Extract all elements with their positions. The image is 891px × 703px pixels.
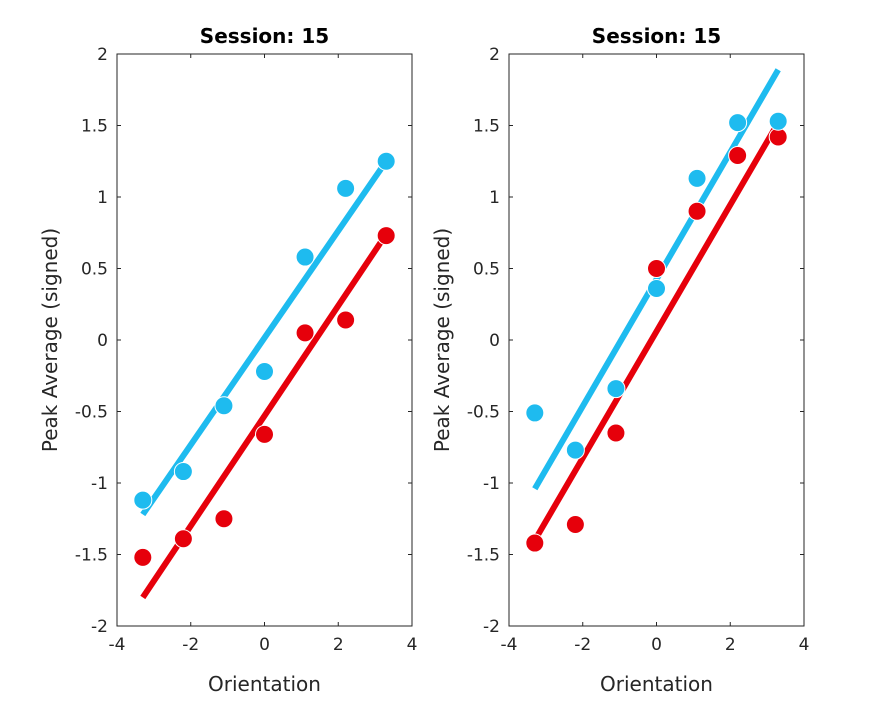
x-tick-label: -4 (109, 635, 126, 655)
series-1-point (336, 178, 356, 198)
x-axis-label: Orientation (600, 672, 713, 696)
series-0-point (255, 424, 274, 444)
x-tick-label: 0 (651, 635, 662, 655)
y-tick-label: -0.5 (75, 403, 108, 423)
y-tick-label: 1 (97, 188, 108, 208)
y-tick-label: -1 (483, 474, 500, 494)
series-0-point (606, 423, 626, 443)
x-tick-label: 0 (259, 635, 270, 655)
x-tick-label: 4 (407, 635, 418, 655)
y-tick-label: 1.5 (81, 117, 108, 137)
y-tick-label: 1.5 (473, 117, 500, 137)
series-0-point (214, 509, 234, 529)
series-0-point (525, 533, 545, 553)
y-axis-label: Peak Average (signed) (38, 228, 62, 452)
series-1-point (133, 490, 153, 510)
chart-title: Session: 15 (592, 24, 721, 48)
x-tick-label: -4 (501, 635, 518, 655)
plot-area-frame (508, 53, 805, 627)
series-1-point (647, 279, 666, 299)
y-tick-label: 2 (97, 45, 108, 65)
chart-title: Session: 15 (200, 24, 329, 48)
series-1-fit-line (140, 159, 389, 517)
y-tick-label: -2 (91, 617, 108, 637)
series-0-point (565, 514, 585, 534)
x-tick-label: -2 (182, 635, 199, 655)
y-axis-label: Peak Average (signed) (430, 228, 454, 452)
y-tick-label: 0.5 (473, 260, 500, 280)
series-0-point (647, 259, 666, 278)
y-tick-label: -0.5 (467, 403, 500, 423)
series-1-point (606, 379, 626, 399)
series-1-point (728, 113, 748, 133)
y-tick-label: -1.5 (75, 546, 108, 566)
series-1-point (214, 396, 234, 416)
x-tick-label: 2 (333, 635, 344, 655)
series-0-point (728, 146, 748, 166)
series-1-point (525, 403, 545, 423)
x-tick-label: 2 (725, 635, 736, 655)
series-0-point (336, 310, 356, 330)
series-1-point (768, 111, 788, 131)
y-tick-label: -2 (483, 617, 500, 637)
series-0-point (295, 323, 315, 343)
series-0-point (687, 201, 707, 221)
x-axis-label: Orientation (208, 672, 321, 696)
y-tick-label: 2 (489, 45, 500, 65)
series-0-fit-line (532, 121, 781, 542)
series-0-point (173, 529, 193, 549)
series-1-point (255, 361, 274, 381)
y-tick-label: 0 (97, 331, 108, 351)
series-1-point (687, 168, 707, 188)
y-tick-label: 1 (489, 188, 500, 208)
series-1-point (295, 247, 315, 267)
y-tick-label: -1 (91, 474, 108, 494)
x-tick-label: 4 (799, 635, 810, 655)
series-1-point (565, 440, 585, 460)
y-tick-label: -1.5 (467, 546, 500, 566)
series-1-point (173, 462, 193, 482)
x-tick-label: -2 (574, 635, 591, 655)
y-tick-label: 0 (489, 331, 500, 351)
series-0-point (376, 226, 396, 246)
y-tick-label: 0.5 (81, 260, 108, 280)
series-1-point (376, 151, 396, 171)
series-0-point (133, 547, 153, 567)
